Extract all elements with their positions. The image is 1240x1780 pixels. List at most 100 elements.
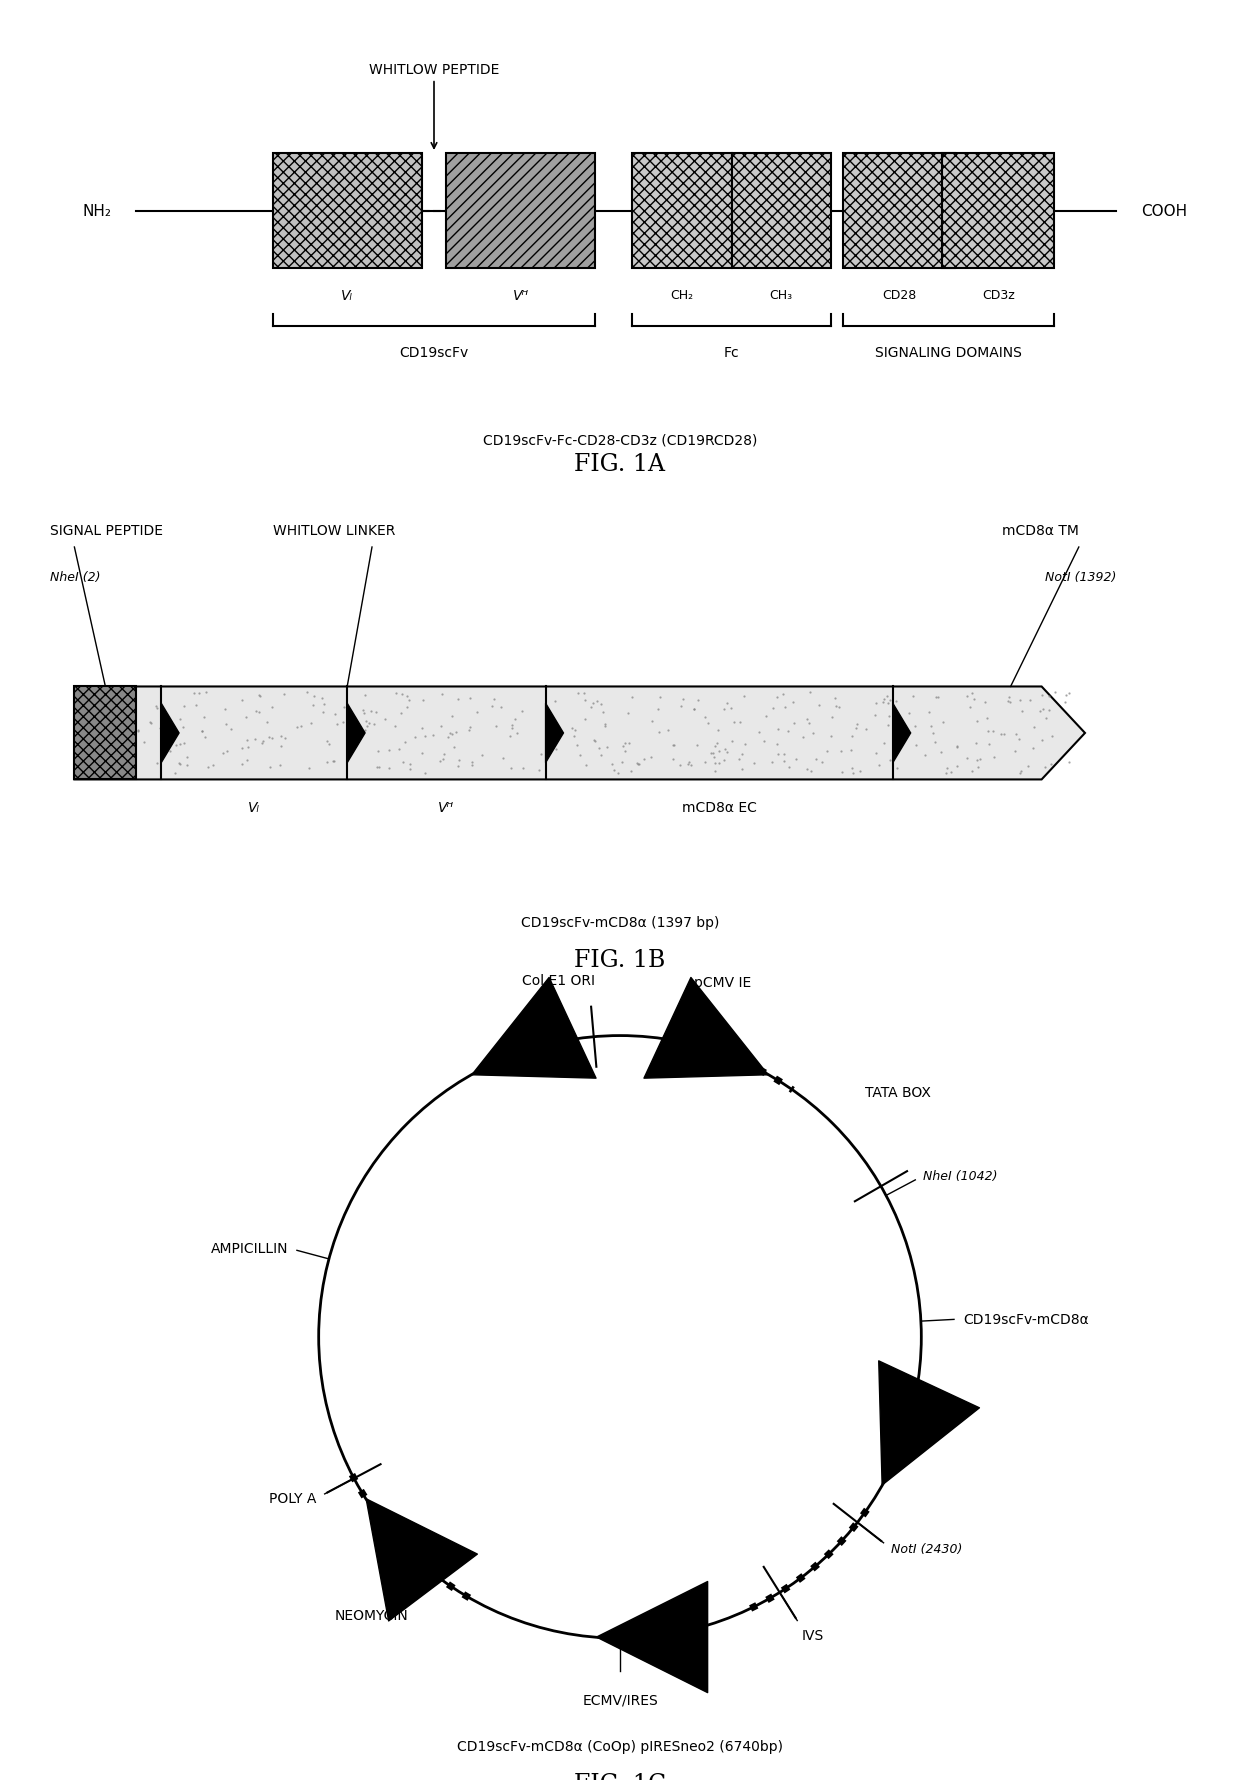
Text: NEOMYCIN: NEOMYCIN — [335, 1607, 408, 1622]
Point — [921, 712, 941, 740]
Point — [198, 753, 218, 781]
Point — [232, 687, 252, 716]
Point — [332, 708, 352, 737]
Bar — [843, 153, 955, 269]
Point — [577, 751, 596, 780]
Bar — [273, 153, 422, 269]
Point — [867, 689, 887, 717]
Point — [584, 726, 604, 755]
Point — [221, 716, 241, 744]
Point — [812, 748, 832, 776]
Point — [1059, 680, 1079, 708]
Point — [262, 694, 281, 723]
Point — [879, 703, 899, 732]
Point — [270, 751, 290, 780]
Point — [851, 756, 870, 785]
Point — [615, 737, 635, 765]
Point — [216, 710, 236, 739]
Point — [797, 755, 817, 783]
Point — [288, 714, 308, 742]
Point — [97, 733, 117, 762]
Point — [100, 701, 120, 730]
Point — [880, 687, 900, 716]
Point — [249, 682, 269, 710]
Point — [1018, 753, 1038, 781]
Point — [1040, 749, 1060, 778]
Point — [412, 716, 432, 744]
Text: CD19scFv-mCD8α (CoOp) pIRESneo2 (6740bp): CD19scFv-mCD8α (CoOp) pIRESneo2 (6740bp) — [458, 1739, 782, 1753]
Point — [777, 717, 797, 746]
Point — [449, 753, 469, 781]
Point — [449, 685, 469, 714]
Point — [856, 716, 875, 744]
Point — [196, 678, 216, 707]
Point — [353, 696, 373, 724]
Point — [472, 742, 492, 771]
Point — [698, 708, 718, 737]
Point — [947, 753, 967, 781]
Point — [174, 714, 193, 742]
Point — [589, 733, 609, 762]
Point — [513, 755, 533, 783]
Text: NotI (1392): NotI (1392) — [1044, 571, 1116, 584]
Point — [166, 732, 186, 760]
Point — [415, 723, 435, 751]
Text: CD19scFv-mCD8α (1397 bp): CD19scFv-mCD8α (1397 bp) — [521, 915, 719, 929]
Point — [673, 685, 693, 714]
Point — [627, 749, 647, 778]
Point — [366, 698, 386, 726]
Point — [707, 728, 727, 756]
Text: FIG. 1B: FIG. 1B — [574, 949, 666, 972]
Point — [249, 700, 269, 728]
Point — [146, 749, 166, 778]
Point — [591, 740, 611, 769]
Point — [730, 708, 750, 737]
Point — [118, 689, 138, 717]
Polygon shape — [893, 703, 910, 764]
Point — [584, 689, 604, 717]
Point — [463, 748, 482, 776]
Point — [931, 739, 951, 767]
Point — [441, 721, 461, 749]
Point — [405, 723, 425, 751]
Point — [324, 748, 343, 776]
Point — [779, 753, 799, 781]
Text: FIG. 1A: FIG. 1A — [574, 452, 666, 475]
Point — [1009, 687, 1029, 716]
Point — [1035, 705, 1055, 733]
Point — [822, 703, 842, 732]
Point — [629, 749, 649, 778]
Point — [502, 714, 522, 742]
Point — [708, 716, 728, 744]
Point — [386, 680, 405, 708]
Point — [587, 687, 606, 716]
Point — [729, 746, 749, 774]
Point — [449, 746, 469, 774]
Point — [494, 744, 513, 773]
Point — [1021, 685, 1040, 714]
Point — [828, 694, 848, 723]
Point — [275, 724, 295, 753]
Point — [688, 687, 708, 716]
Point — [112, 730, 131, 758]
Text: CD19scFv-mCD8α: CD19scFv-mCD8α — [963, 1312, 1089, 1326]
Point — [595, 710, 615, 739]
Point — [246, 698, 265, 726]
Point — [397, 694, 417, 723]
Point — [434, 740, 454, 769]
Text: WHITLOW LINKER: WHITLOW LINKER — [273, 523, 396, 538]
Point — [86, 723, 105, 751]
Point — [257, 708, 277, 737]
Point — [195, 703, 215, 732]
Text: mCD8α TM: mCD8α TM — [1002, 523, 1079, 538]
Text: Vₗ: Vₗ — [341, 288, 353, 303]
Point — [192, 717, 212, 746]
Point — [170, 705, 190, 733]
Point — [680, 749, 699, 778]
Point — [797, 705, 817, 733]
Point — [878, 712, 898, 740]
Point — [888, 726, 908, 755]
Point — [568, 680, 588, 708]
Point — [413, 687, 433, 716]
Point — [663, 732, 683, 760]
